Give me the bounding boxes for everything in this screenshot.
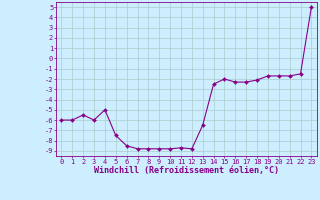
X-axis label: Windchill (Refroidissement éolien,°C): Windchill (Refroidissement éolien,°C) <box>94 166 279 175</box>
